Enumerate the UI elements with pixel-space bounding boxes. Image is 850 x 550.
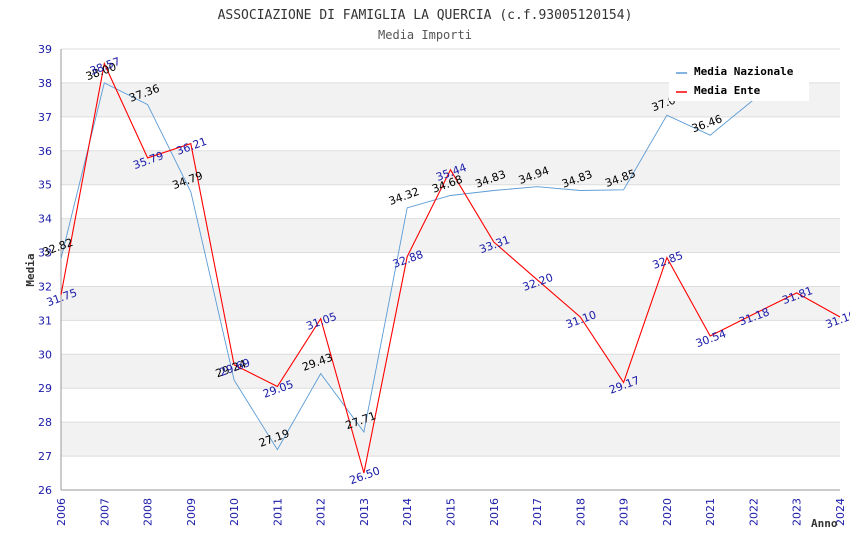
x-tick-label: 2011: [271, 498, 284, 526]
y-tick-label: 26: [38, 484, 52, 497]
x-tick-label: 2024: [834, 498, 847, 526]
x-tick-label: 2010: [228, 498, 241, 526]
x-tick-label: 2006: [55, 498, 68, 526]
legend-label-ente: Media Ente: [694, 84, 761, 97]
plot-band: [61, 422, 840, 457]
x-tick-label: 2023: [791, 498, 804, 526]
y-axis-title: Media: [24, 253, 37, 286]
y-tick-label: 27: [38, 450, 52, 463]
x-axis-title: Anno: [811, 517, 838, 530]
x-tick-label: 2017: [531, 498, 544, 526]
data-label: 34.32: [387, 185, 421, 208]
legend-label-nazionale: Media Nazionale: [694, 65, 794, 78]
x-tick-labels: 2006 2007 2008 2009 2010 2011 2012 2013 2014 2015…: [55, 498, 847, 526]
y-tick-label: 29: [38, 382, 52, 395]
x-tick-label: 2020: [661, 498, 674, 526]
plot-band: [61, 218, 840, 253]
x-tick-label: 2018: [574, 498, 587, 526]
data-label: 30.54: [694, 327, 728, 350]
series-lines: [60, 61, 841, 474]
y-tick-label: 31: [38, 314, 52, 327]
x-tick-label: 2019: [618, 498, 631, 526]
x-tick-label: 2009: [185, 498, 198, 526]
y-tick-label: 32: [38, 280, 52, 293]
x-tick-label: 2008: [142, 498, 155, 526]
legend: Media Nazionale Media Ente: [669, 60, 809, 101]
x-tick-label: 2021: [704, 498, 717, 526]
gridlines: [61, 48, 840, 457]
y-tick-label: 37: [38, 111, 52, 124]
y-tick-label: 34: [38, 213, 52, 226]
data-label: 32.82: [41, 236, 75, 259]
x-tick-label: 2016: [488, 498, 501, 526]
x-tick-label: 2013: [358, 498, 371, 526]
x-tick-label: 2007: [98, 498, 111, 526]
plot-band: [61, 150, 840, 185]
plot-bands: [61, 82, 840, 457]
plot-band: [61, 286, 840, 321]
series-line-ente: [60, 61, 841, 474]
series-line-nazionale: [60, 82, 754, 451]
y-tick-labels: 26 27 28 29 30 31 32 33 34 35 36 37 38 39: [38, 43, 52, 497]
plot-band: [61, 354, 840, 389]
y-tick-label: 38: [38, 77, 52, 90]
legend-box: [669, 60, 809, 101]
x-tick-label: 2012: [315, 498, 328, 526]
y-tick-label: 39: [38, 43, 52, 56]
y-tick-label: 36: [38, 145, 52, 158]
chart-title: ASSOCIAZIONE DI FAMIGLIA LA QUERCIA (c.f…: [218, 8, 633, 23]
y-tick-label: 30: [38, 348, 52, 361]
y-tick-label: 35: [38, 179, 52, 192]
x-tick-label: 2014: [401, 498, 414, 526]
x-tick-label: 2022: [747, 498, 760, 526]
x-tick-label: 2015: [445, 498, 458, 526]
chart-subtitle: Media Importi: [378, 28, 472, 42]
y-tick-label: 33: [38, 247, 52, 260]
y-tick-label: 28: [38, 416, 52, 429]
